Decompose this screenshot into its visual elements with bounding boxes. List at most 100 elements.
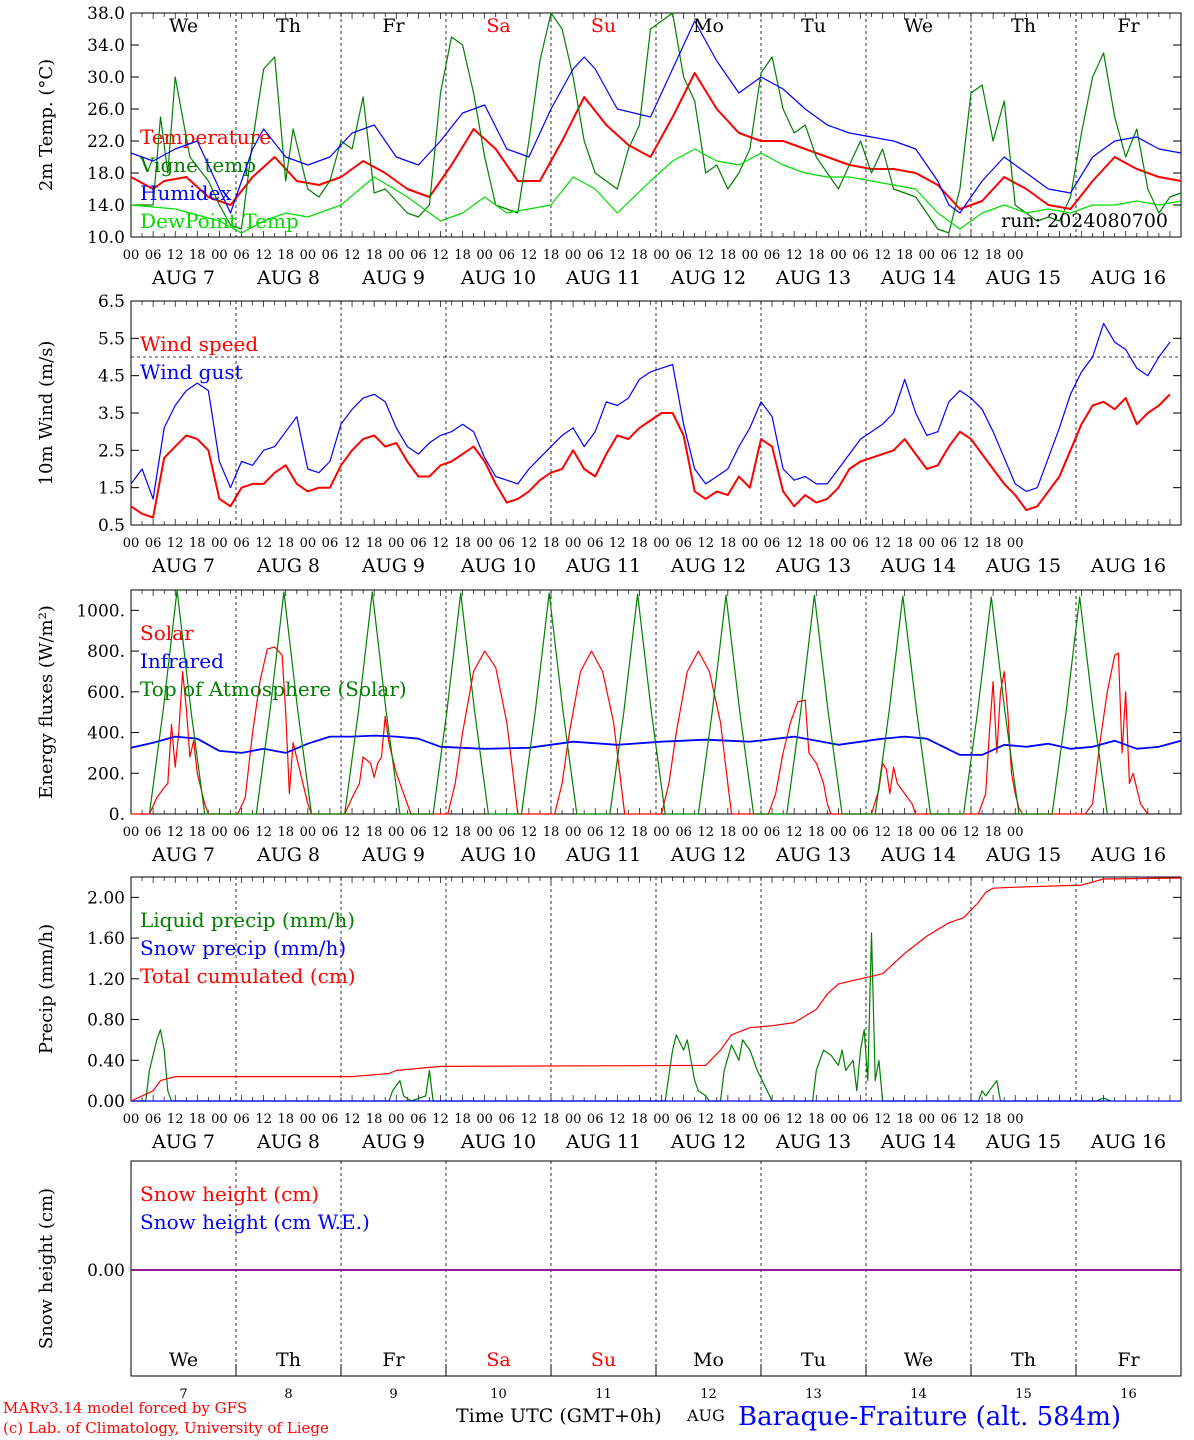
- hour-tick-label: 00: [211, 1112, 228, 1127]
- hour-tick-label: 18: [366, 536, 383, 551]
- hour-tick-label: 18: [366, 825, 383, 840]
- day-of-week-label: Th: [1011, 15, 1036, 37]
- hour-tick-label: 00: [565, 248, 582, 263]
- hour-tick-label: 00: [565, 536, 582, 551]
- hour-tick-label: 18: [720, 825, 737, 840]
- hour-tick-label: 12: [521, 1112, 538, 1127]
- series-line-top-of-atmosphere-solar-: [148, 589, 1108, 815]
- y-tick-label: 0.00: [87, 1092, 125, 1112]
- hour-tick-label: 06: [499, 1112, 516, 1127]
- hour-tick-label: 06: [322, 825, 339, 840]
- hour-tick-label: 00: [211, 248, 228, 263]
- hour-tick-label: 18: [366, 1112, 383, 1127]
- hour-tick-label: 06: [410, 1112, 427, 1127]
- hour-tick-label: 06: [941, 825, 958, 840]
- date-label: AUG 7: [151, 1131, 215, 1153]
- hour-tick-label: 00: [388, 248, 405, 263]
- date-label: AUG 16: [1090, 844, 1166, 866]
- hour-tick-label: 00: [388, 1112, 405, 1127]
- hour-tick-label: 00: [653, 248, 670, 263]
- hour-tick-label: 00: [830, 536, 847, 551]
- day-of-week-label: Sa: [486, 1349, 510, 1371]
- hour-tick-label: 06: [764, 248, 781, 263]
- y-tick-label: 400.: [87, 724, 125, 744]
- hour-tick-label: 12: [609, 536, 626, 551]
- hour-tick-label: 18: [985, 248, 1002, 263]
- hour-tick-label: 00: [123, 1112, 140, 1127]
- hour-tick-label: 18: [454, 248, 471, 263]
- date-label: AUG 10: [460, 1131, 536, 1153]
- hour-tick-label: 00: [565, 825, 582, 840]
- hour-tick-label: 12: [874, 825, 891, 840]
- series-line-infrared: [130, 734, 1182, 756]
- y-tick-label: 0.80: [87, 1011, 125, 1031]
- hour-tick-label: 00: [742, 1112, 759, 1127]
- hour-tick-label: 12: [521, 536, 538, 551]
- date-label: AUG 9: [361, 267, 425, 289]
- hour-tick-label: 12: [874, 1112, 891, 1127]
- hour-tick-label: 18: [543, 248, 560, 263]
- date-label: AUG 15: [985, 844, 1061, 866]
- date-label: AUG 15: [985, 1131, 1061, 1153]
- date-label: AUG 14: [880, 1131, 956, 1153]
- date-label: AUG 11: [565, 1131, 641, 1153]
- series-line-liquid-precip-mm-h-: [131, 932, 1112, 1102]
- hour-tick-label: 18: [808, 248, 825, 263]
- day-number-label: 11: [595, 1387, 612, 1402]
- hour-tick-label: 12: [874, 248, 891, 263]
- hour-tick-label: 06: [587, 248, 604, 263]
- date-label: AUG 15: [985, 555, 1061, 577]
- hour-tick-label: 18: [631, 248, 648, 263]
- hour-tick-label: 00: [742, 536, 759, 551]
- hour-tick-label: 06: [675, 1112, 692, 1127]
- day-of-week-label: We: [169, 1349, 198, 1371]
- legend-entry: Top of Atmosphere (Solar): [140, 677, 407, 701]
- y-tick-label: 2.5: [98, 441, 125, 461]
- hour-tick-label: 12: [786, 825, 803, 840]
- lab-credit: (c) Lab. of Climatology, University of L…: [3, 1419, 329, 1437]
- series-line-humidex: [130, 20, 1182, 214]
- date-label: AUG 8: [256, 1131, 320, 1153]
- y-tick-label: 4.5: [98, 367, 125, 387]
- date-label: AUG 12: [670, 1131, 746, 1153]
- day-number-label: 12: [700, 1387, 717, 1402]
- y-tick-label: 5.5: [98, 329, 125, 349]
- hour-tick-label: 00: [919, 536, 936, 551]
- hour-tick-label: 12: [963, 1112, 980, 1127]
- series-line-wind-gust: [130, 322, 1171, 500]
- hour-tick-label: 12: [874, 536, 891, 551]
- legend-entry: Humidex: [140, 181, 232, 205]
- time-axis-label: Time UTC (GMT+0h): [456, 1405, 662, 1427]
- hour-tick-label: 18: [720, 248, 737, 263]
- hour-tick-label: 18: [277, 1112, 294, 1127]
- hour-tick-label: 12: [255, 1112, 272, 1127]
- hour-tick-label: 12: [609, 825, 626, 840]
- hour-tick-label: 18: [985, 825, 1002, 840]
- station-label: Baraque-Fraiture (alt. 584m): [738, 1402, 1122, 1432]
- date-label: AUG 16: [1090, 555, 1166, 577]
- day-of-week-label: We: [169, 15, 198, 37]
- y-tick-label: 0.00: [87, 1261, 125, 1281]
- y-axis-title: 2m Temp. (°C): [36, 59, 57, 191]
- hour-tick-label: 18: [896, 1112, 913, 1127]
- date-label: AUG 11: [565, 267, 641, 289]
- hour-tick-label: 18: [454, 536, 471, 551]
- hour-tick-label: 12: [963, 248, 980, 263]
- legend-entry: DewPoint Temp: [140, 209, 299, 233]
- hour-tick-label: 00: [1007, 248, 1024, 263]
- hour-tick-label: 06: [233, 825, 250, 840]
- hour-tick-label: 00: [1007, 536, 1024, 551]
- date-label: AUG 16: [1090, 1131, 1166, 1153]
- hour-tick-label: 18: [896, 248, 913, 263]
- hour-tick-label: 00: [919, 1112, 936, 1127]
- legend-entry: Total cumulated (cm): [140, 964, 356, 988]
- hour-tick-label: 06: [587, 1112, 604, 1127]
- hour-tick-label: 00: [830, 248, 847, 263]
- day-of-week-label: Th: [276, 15, 301, 37]
- date-label: AUG 8: [256, 267, 320, 289]
- y-tick-label: 26.0: [87, 100, 125, 120]
- day-of-week-label: Fr: [382, 15, 405, 37]
- hour-tick-label: 18: [543, 1112, 560, 1127]
- hour-tick-label: 00: [388, 825, 405, 840]
- day-of-week-label: Su: [591, 1349, 616, 1371]
